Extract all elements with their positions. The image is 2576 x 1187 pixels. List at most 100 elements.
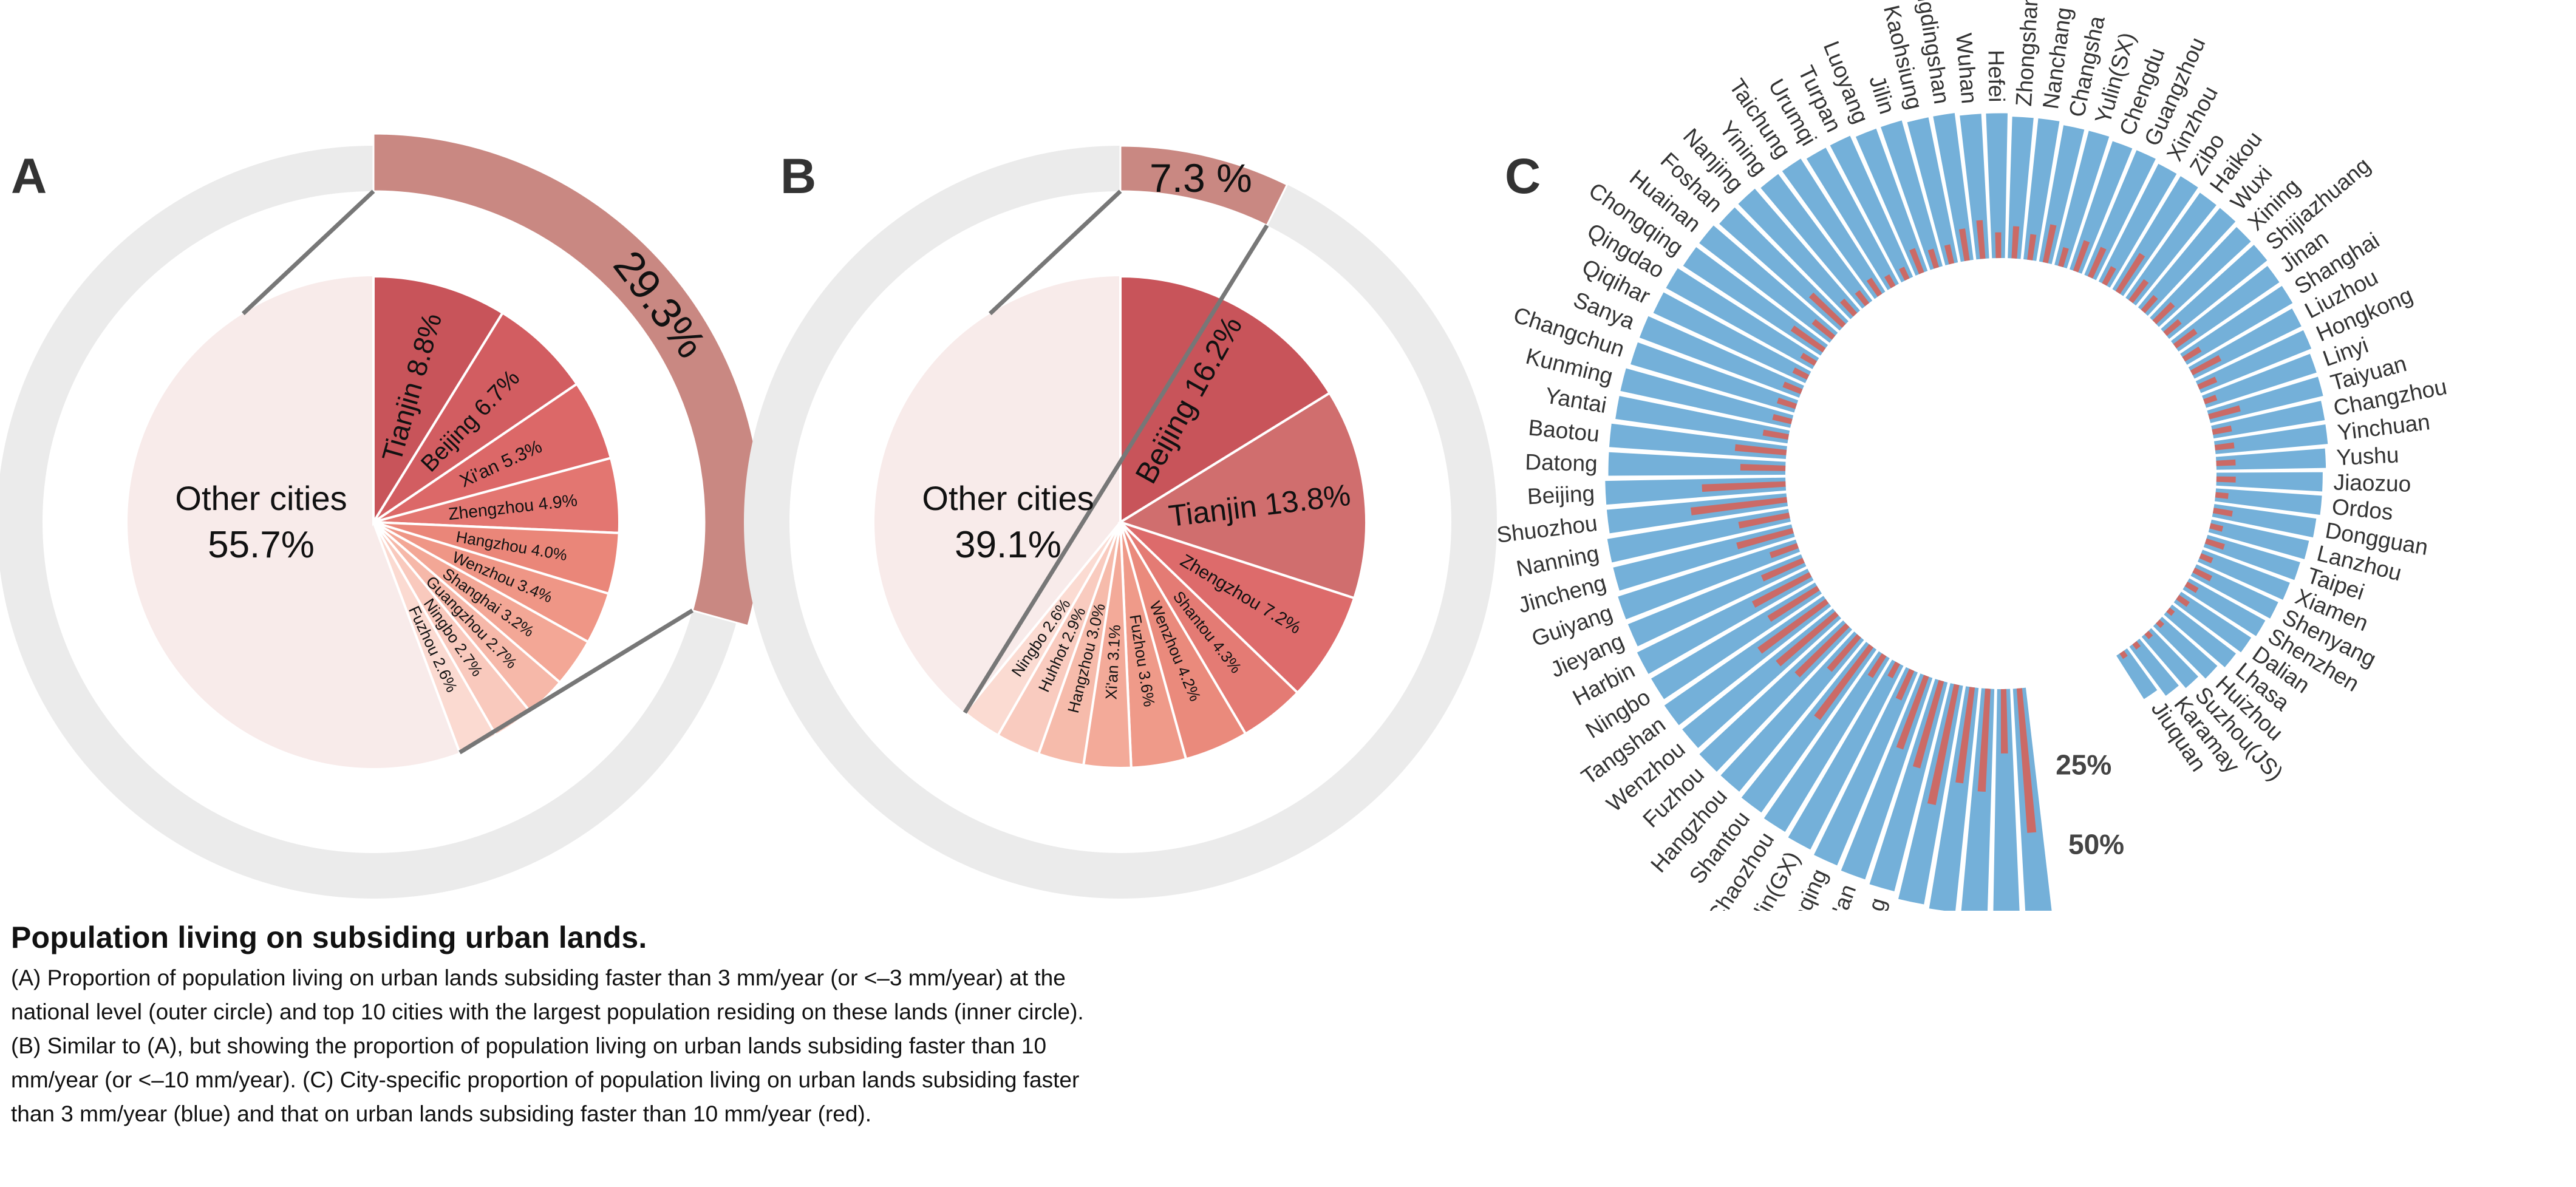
bar-red <box>1767 585 1820 622</box>
bar-blue <box>2098 163 2177 288</box>
panel-label-c: C <box>1505 149 1541 204</box>
category-label: Baotou <box>1527 415 1601 446</box>
bar-blue <box>2138 208 2236 316</box>
category-label: Beijing <box>1527 481 1595 509</box>
bar-blue <box>2197 549 2290 600</box>
bar-blue <box>1814 667 1918 866</box>
category-label: Shuozhou <box>1495 511 1598 548</box>
bar-red <box>2073 240 2090 273</box>
bar-red <box>1899 267 1910 281</box>
pie-slice <box>372 311 579 523</box>
bar-red <box>1772 413 1793 424</box>
bar-red <box>1792 367 1810 380</box>
bar-red <box>1811 319 1836 340</box>
bar-red <box>1776 397 1797 409</box>
bar-blue <box>2211 401 2325 439</box>
category-label: Ordos <box>2331 494 2394 525</box>
bar-blue <box>1683 247 1828 356</box>
bar-red <box>1814 644 1874 720</box>
bar-red <box>2166 607 2175 616</box>
bar-blue <box>2212 504 2317 538</box>
panel-label-b: B <box>780 149 816 204</box>
category-label: Hefei <box>1984 50 2009 103</box>
bar-blue <box>1630 342 1799 413</box>
bar-red <box>1839 298 1858 317</box>
bar-blue <box>2213 424 2328 454</box>
bar-red <box>2132 641 2141 650</box>
bar-red <box>2058 247 2069 268</box>
bar-blue <box>2173 591 2252 653</box>
bar-red <box>2144 630 2153 639</box>
bar-red <box>1760 557 1805 582</box>
panel-b: B 7.3 %Beijing 16.2%Tianjin 13.8%Zhengzh… <box>744 145 1497 899</box>
bar-red <box>1794 623 1850 678</box>
other-cities-value: 39.1% <box>955 524 1061 566</box>
connector-line <box>963 224 1269 714</box>
bar-red <box>1909 248 1924 274</box>
other-cities-label: Other cities <box>922 479 1094 517</box>
bar-red <box>2216 476 2236 483</box>
polar-bar-chart-c: HuhhotChanghuaTianjinSuzhou(AH)Zhengzhou… <box>1495 0 2449 911</box>
bar-blue <box>2153 616 2218 679</box>
bar-red <box>2212 425 2232 435</box>
pie-slice <box>1119 274 1332 525</box>
bar-blue <box>2182 578 2266 636</box>
bar-blue <box>2203 534 2300 580</box>
bar-red <box>1776 611 1839 667</box>
bar-red <box>2192 567 2213 582</box>
other-cities-value: 55.7% <box>208 524 315 566</box>
bar-red <box>1740 464 1786 471</box>
bar-red <box>1691 497 1788 515</box>
bar-blue <box>1620 368 1794 428</box>
category-label: Datong <box>1525 449 1598 476</box>
bar-red <box>2215 492 2229 499</box>
bar-blue <box>1993 689 2020 911</box>
bar-red <box>1762 429 1789 440</box>
bar-red <box>2027 234 2037 260</box>
category-label: Zhengzhou <box>1873 910 1921 911</box>
bar-blue <box>2125 192 2217 306</box>
bar-red <box>1976 220 1986 259</box>
bar-blue <box>2216 472 2323 492</box>
bar-red <box>2197 376 2218 390</box>
bar-blue <box>2190 564 2278 619</box>
category-label: Wuhan <box>1951 32 1982 105</box>
bar-blue <box>1933 113 1974 262</box>
bar-red <box>1800 353 1818 366</box>
pie-slice <box>372 274 505 527</box>
bar-blue <box>1720 631 1864 792</box>
bar-blue <box>2008 117 2034 259</box>
bar-blue <box>1615 396 1790 444</box>
bar-blue <box>1760 174 1873 309</box>
bar-blue <box>1627 554 1807 647</box>
bar-blue <box>2195 330 2312 393</box>
caption-title: Population living on subsiding urban lan… <box>11 920 647 954</box>
bar-red <box>2141 294 2158 313</box>
bar-blue <box>1639 316 1804 398</box>
bar-red <box>1927 684 1960 805</box>
bar-blue <box>2215 448 2326 470</box>
pie-chart-a: 29.3%Tianjin 8.8%Beijing 6.7%Xi'an 5.3%Z… <box>0 132 763 899</box>
bar-red <box>1734 444 1787 455</box>
figure-caption: Population living on subsiding urban lan… <box>11 920 1104 1131</box>
bar-red <box>1808 292 1846 328</box>
bar-red <box>1738 512 1790 529</box>
bar-red <box>2128 279 2149 304</box>
connector-line <box>458 608 694 755</box>
grid-value-label: 75% <box>2081 908 2137 911</box>
bar-red <box>1866 277 1883 297</box>
bar-blue <box>1782 158 1886 299</box>
bar-red <box>1977 689 1991 792</box>
bar-blue <box>1618 539 1801 620</box>
bar-red <box>2203 395 2218 404</box>
bar-blue <box>1738 188 1860 319</box>
pie-slice <box>1119 521 1356 695</box>
outer-highlight-arc <box>1119 145 1289 227</box>
bar-red <box>1958 228 1970 262</box>
bar-red <box>2011 226 2020 259</box>
bar-red <box>2102 266 2116 286</box>
bar-blue <box>1907 117 1958 265</box>
bar-red <box>2173 328 2198 349</box>
bar-blue <box>2023 118 2060 261</box>
bar-red <box>1884 274 1896 288</box>
